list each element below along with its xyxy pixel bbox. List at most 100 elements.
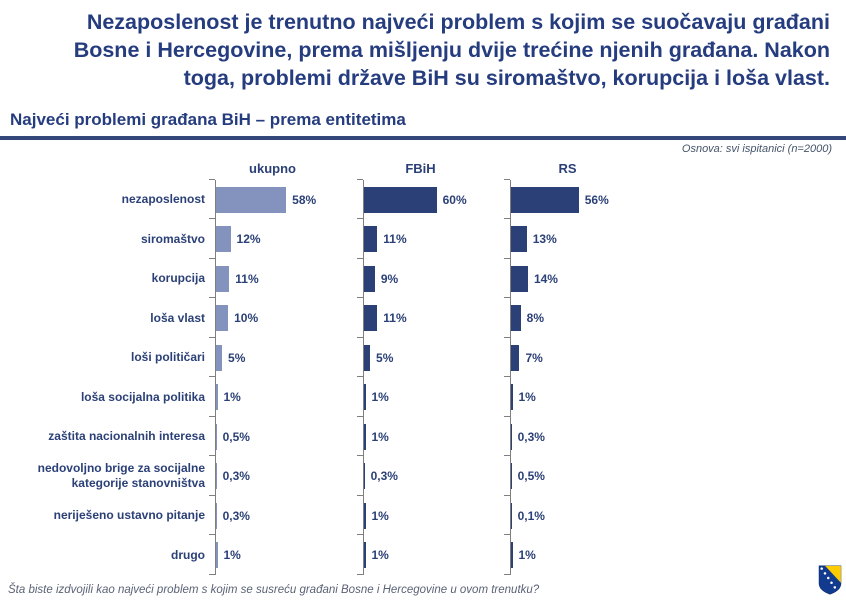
value-label: 11% (383, 232, 407, 247)
value-label: 9% (380, 271, 399, 286)
bar-cell-fbih: 5% (357, 336, 510, 378)
value-label: 7% (525, 350, 543, 365)
chart-row: drugo 1% 1% 1% (0, 534, 846, 575)
chart-row: loša vlast 10% 11% 8% (0, 297, 846, 338)
bar-cell-ukupno: 12% (209, 218, 363, 259)
chart-row: siromaštvo 12% 11% 13% (0, 218, 846, 259)
value-label: 0,3% (517, 429, 545, 444)
chart-row: nezaposlenost 58% 60% 56% (0, 178, 846, 220)
bar-fbih (364, 305, 378, 332)
bar-ukupno (216, 305, 229, 332)
bar-cell-ukupno: 5% (209, 336, 363, 378)
bar-fbih (364, 463, 365, 490)
bar-cell-rs: 7% (504, 336, 846, 378)
value-label: 60% (442, 192, 467, 207)
chart-row: loši političari 5% 5% 7% (0, 336, 846, 378)
bar-ukupno (216, 226, 231, 253)
category-label: siromaštvo (140, 231, 205, 246)
bar-cell-ukupno: 0,5% (209, 415, 363, 457)
bar-rs (511, 542, 513, 569)
bar-rs (511, 423, 512, 450)
category-label: neriješeno ustavno pitanje (53, 508, 205, 523)
bar-cell-ukupno: 58% (209, 178, 363, 220)
bar-cell-fbih: 9% (357, 257, 510, 299)
value-label: 1% (371, 390, 389, 405)
bar-fbih (364, 226, 378, 253)
survey-question-footnote: Šta biste izdvojili kao najveći problem … (8, 584, 540, 596)
bar-cell-ukupno: 1% (209, 376, 363, 417)
value-label: 1% (371, 429, 389, 444)
value-label: 1% (371, 508, 389, 523)
bar-rs (511, 265, 528, 292)
bar-ukupno (216, 463, 217, 490)
bar-cell-ukupno: 0,3% (209, 494, 363, 536)
bar-cell-rs: 8% (504, 297, 846, 338)
bar-cell-fbih: 11% (357, 297, 510, 338)
bar-cell-rs: 0,5% (504, 455, 846, 496)
bar-cell-fbih: 1% (357, 534, 510, 575)
bar-ukupno (216, 344, 223, 371)
bar-cell-ukupno: 10% (209, 297, 363, 338)
bar-cell-rs: 14% (504, 257, 846, 299)
value-label: 0,5% (517, 469, 545, 484)
bar-cell-rs: 1% (504, 376, 846, 417)
bar-rs (511, 502, 512, 529)
title-divider-line (0, 135, 846, 140)
value-label: 0,3% (222, 469, 250, 484)
value-label: 14% (533, 271, 558, 286)
bar-fbih (364, 502, 366, 529)
bar-fbih (364, 265, 375, 292)
bar-cell-rs: 0,3% (504, 415, 846, 457)
category-label: nedovoljno brige za socijalne kategorije… (37, 461, 205, 491)
bih-flag-icon (818, 565, 842, 595)
category-label: loša vlast (150, 310, 205, 325)
bar-cell-rs: 1% (504, 534, 846, 575)
bar-rs (511, 463, 512, 490)
bar-rs (511, 344, 520, 371)
bar-cell-rs: 13% (504, 218, 846, 259)
bar-cell-ukupno: 1% (209, 534, 363, 575)
bar-cell-fbih: 11% (357, 218, 510, 259)
value-label: 1% (371, 548, 389, 563)
category-label: loši političari (130, 350, 205, 365)
chart-rows: nezaposlenost 58% 60% 56% siromaštvo 12% 11% 13… (0, 178, 846, 575)
category-label: zaštita nacionalnih interesa (48, 429, 205, 444)
value-label: 10% (234, 311, 259, 326)
bar-cell-fbih: 1% (357, 494, 510, 536)
bar-cell-rs: 0,1% (504, 494, 846, 536)
bar-ukupno (216, 384, 218, 411)
value-label: 0,3% (222, 508, 250, 523)
column-header-fbih: FBiH (405, 160, 436, 176)
bar-rs (511, 305, 521, 332)
bar-cell-fbih: 1% (357, 415, 510, 457)
bar-ukupno (216, 265, 230, 292)
slide-title: Nezaposlenost je trenutno najveći proble… (73, 10, 830, 90)
bar-rs (511, 186, 579, 213)
bar-cell-ukupno: 11% (209, 257, 363, 299)
bar-rs (511, 226, 527, 253)
value-label: 0,1% (517, 508, 545, 523)
category-label: drugo (171, 547, 205, 562)
value-label: 11% (383, 311, 407, 326)
chart-row: korupcija 11% 9% 14% (0, 257, 846, 299)
bar-ukupno (216, 502, 217, 529)
bar-chart: ukupno FBiH RS nezaposlenost 58% 60% 56% sir… (0, 161, 846, 575)
bar-cell-fbih: 0,3% (357, 455, 510, 496)
value-label: 5% (228, 350, 246, 365)
bar-fbih (364, 384, 366, 411)
value-label: 1% (518, 548, 536, 563)
chart-title: Najveći problemi građana BiH – prema ent… (10, 109, 406, 129)
chart-row: loša socijalna politika 1% 1% 1% (0, 376, 846, 417)
column-header-rs: RS (558, 160, 577, 176)
value-label: 11% (235, 271, 259, 286)
value-label: 58% (292, 192, 317, 207)
bar-ukupno (216, 542, 218, 569)
category-label: loša socijalna politika (80, 389, 205, 404)
value-label: 1% (223, 548, 241, 563)
bar-fbih (364, 542, 366, 569)
bar-fbih (364, 186, 437, 213)
bar-cell-rs: 56% (504, 178, 846, 220)
bar-fbih (364, 344, 371, 371)
value-label: 8% (526, 311, 545, 326)
